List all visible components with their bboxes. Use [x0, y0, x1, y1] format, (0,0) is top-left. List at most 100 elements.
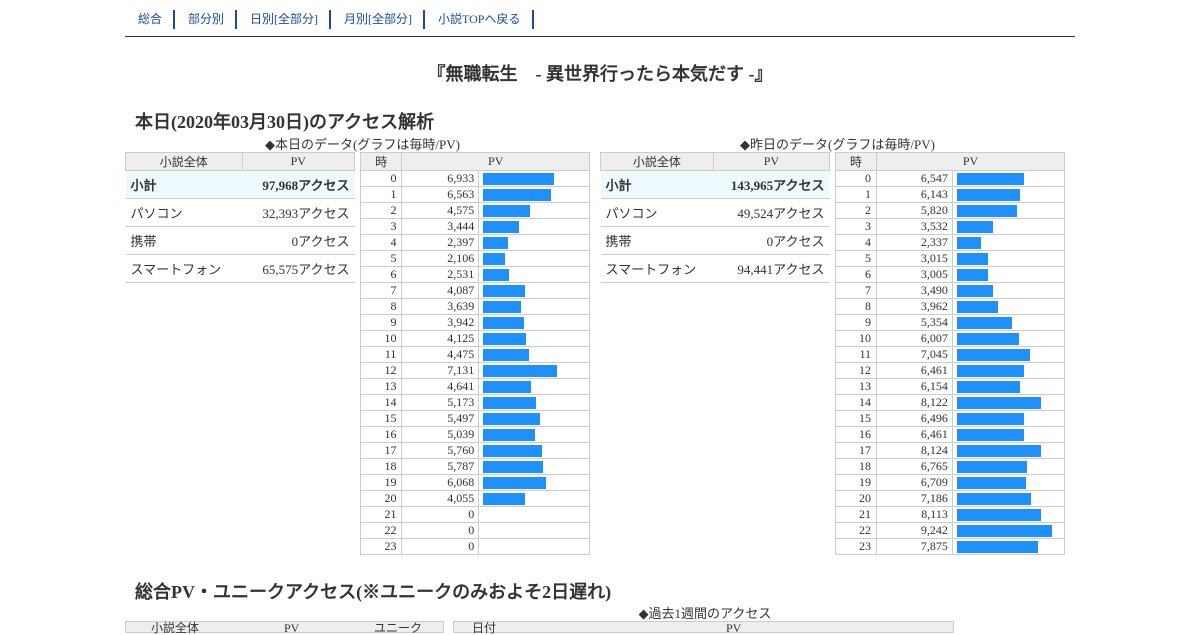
hour-label: 13 — [359, 378, 403, 395]
today-caption: ◆本日のデータ(グラフは毎時/PV) — [265, 137, 460, 152]
hour-bar-cell — [951, 490, 1066, 507]
today-heading: 本日(2020年03月30日)のアクセス解析 — [135, 112, 435, 132]
hour-label: 2 — [835, 202, 877, 219]
hour-label: 15 — [359, 410, 403, 427]
hour-bar — [483, 300, 522, 313]
hour-label: 13 — [835, 378, 877, 395]
hour-pv: 4,575 — [401, 202, 480, 219]
summary-value: 32,393アクセス — [242, 198, 355, 227]
hour-bar-cell — [478, 490, 590, 507]
hour-row: 2 4,575 — [359, 202, 590, 219]
hour-label: 15 — [835, 410, 877, 427]
hour-row: 3 3,444 — [359, 218, 590, 235]
hour-bar — [956, 316, 1012, 329]
hour-label: 11 — [835, 346, 877, 363]
hour-label: 12 — [359, 362, 403, 379]
hour-pv: 5,497 — [401, 410, 480, 427]
hour-row: 17 8,124 — [835, 442, 1066, 459]
hour-pv: 3,005 — [876, 266, 953, 283]
hour-row: 22 9,242 — [835, 522, 1066, 539]
hour-row: 18 6,765 — [835, 458, 1066, 475]
hour-row: 10 4,125 — [359, 330, 590, 347]
hour-pv: 7,875 — [876, 538, 953, 555]
hour-pv: 3,015 — [876, 250, 953, 267]
hour-row: 11 4,475 — [359, 346, 590, 363]
summary-label: 携帯 — [600, 226, 714, 255]
hour-bar — [956, 220, 993, 233]
hour-bar-cell — [951, 202, 1066, 219]
hour-row: 13 4,641 — [359, 378, 590, 395]
hour-bar — [956, 348, 1030, 361]
summary-label: スマートフォン — [125, 254, 243, 283]
hour-pv: 2,106 — [401, 250, 480, 267]
hour-bar — [956, 236, 981, 249]
hour-bar-cell — [951, 426, 1066, 443]
hour-label: 3 — [835, 218, 877, 235]
hour-label: 10 — [359, 330, 403, 347]
hour-label: 17 — [835, 442, 877, 459]
hour-row: 5 3,015 — [835, 250, 1066, 267]
hour-bar — [483, 428, 536, 441]
hour-bar — [483, 332, 527, 345]
hour-row: 8 3,639 — [359, 298, 590, 315]
hour-bar — [956, 492, 1031, 505]
hour-bar-cell — [951, 170, 1066, 187]
hour-row: 16 5,039 — [359, 426, 590, 443]
summary-value: 97,968アクセス — [242, 170, 355, 199]
summary-label: パソコン — [125, 198, 243, 227]
hour-bar — [483, 316, 525, 329]
hour-label: 8 — [835, 298, 877, 315]
hour-row: 11 7,045 — [835, 346, 1066, 363]
nav-link-3[interactable]: 月別[全部分] — [331, 10, 426, 29]
hour-row: 20 4,055 — [359, 490, 590, 507]
summary-head-label: 小説全体 — [125, 152, 243, 171]
hour-label: 8 — [359, 298, 403, 315]
hour-row: 14 5,173 — [359, 394, 590, 411]
hour-row: 5 2,106 — [359, 250, 590, 267]
hour-row: 4 2,397 — [359, 234, 590, 251]
hour-bar-cell — [478, 250, 590, 267]
hour-label: 7 — [835, 282, 877, 299]
hour-row: 15 5,497 — [359, 410, 590, 427]
hour-bar — [956, 476, 1026, 489]
total-head-label: 小説全体 — [151, 621, 200, 635]
hour-bar-cell — [951, 330, 1066, 347]
hour-label: 20 — [359, 490, 403, 507]
nav-link-0[interactable]: 総合 — [125, 10, 176, 29]
hour-row: 8 3,962 — [835, 298, 1066, 315]
hour-row: 0 6,933 — [359, 170, 590, 187]
hour-bar-cell — [478, 538, 590, 555]
nav-link-4[interactable]: 小説TOPへ戻る — [425, 10, 534, 29]
hour-bar-cell — [478, 298, 590, 315]
summary-value: 143,965アクセス — [713, 170, 830, 199]
week-head-pv: PV — [726, 621, 742, 635]
hour-pv: 8,122 — [876, 394, 953, 411]
hour-bar — [956, 524, 1052, 537]
summary-label: 携帯 — [125, 226, 243, 255]
week-head-date: 日付 — [472, 621, 497, 635]
hour-bar-cell — [951, 522, 1066, 539]
hour-bar — [956, 204, 1017, 217]
hour-bar-cell — [951, 314, 1066, 331]
hour-label: 6 — [835, 266, 877, 283]
hour-pv: 6,563 — [401, 186, 480, 203]
summary-label: 小計 — [125, 170, 243, 199]
hour-bar — [483, 364, 558, 377]
hour-bar — [956, 460, 1027, 473]
hour-bar-cell — [478, 266, 590, 283]
hour-pv: 3,444 — [401, 218, 480, 235]
hour-bar-cell — [951, 266, 1066, 283]
hour-label: 22 — [359, 522, 403, 539]
hour-label: 17 — [359, 442, 403, 459]
hour-pv: 6,709 — [876, 474, 953, 491]
summary-value: 49,524アクセス — [713, 198, 830, 227]
hour-bar — [956, 332, 1019, 345]
hour-pv: 6,461 — [876, 426, 953, 443]
hour-bar — [483, 348, 530, 361]
hour-pv: 5,820 — [876, 202, 953, 219]
hour-bar-cell — [951, 234, 1066, 251]
nav-link-1[interactable]: 部分別 — [175, 10, 238, 29]
nav-link-2[interactable]: 日別[全部分] — [237, 10, 332, 29]
hour-row: 20 7,186 — [835, 490, 1066, 507]
total-head-pv: PV — [284, 621, 300, 635]
